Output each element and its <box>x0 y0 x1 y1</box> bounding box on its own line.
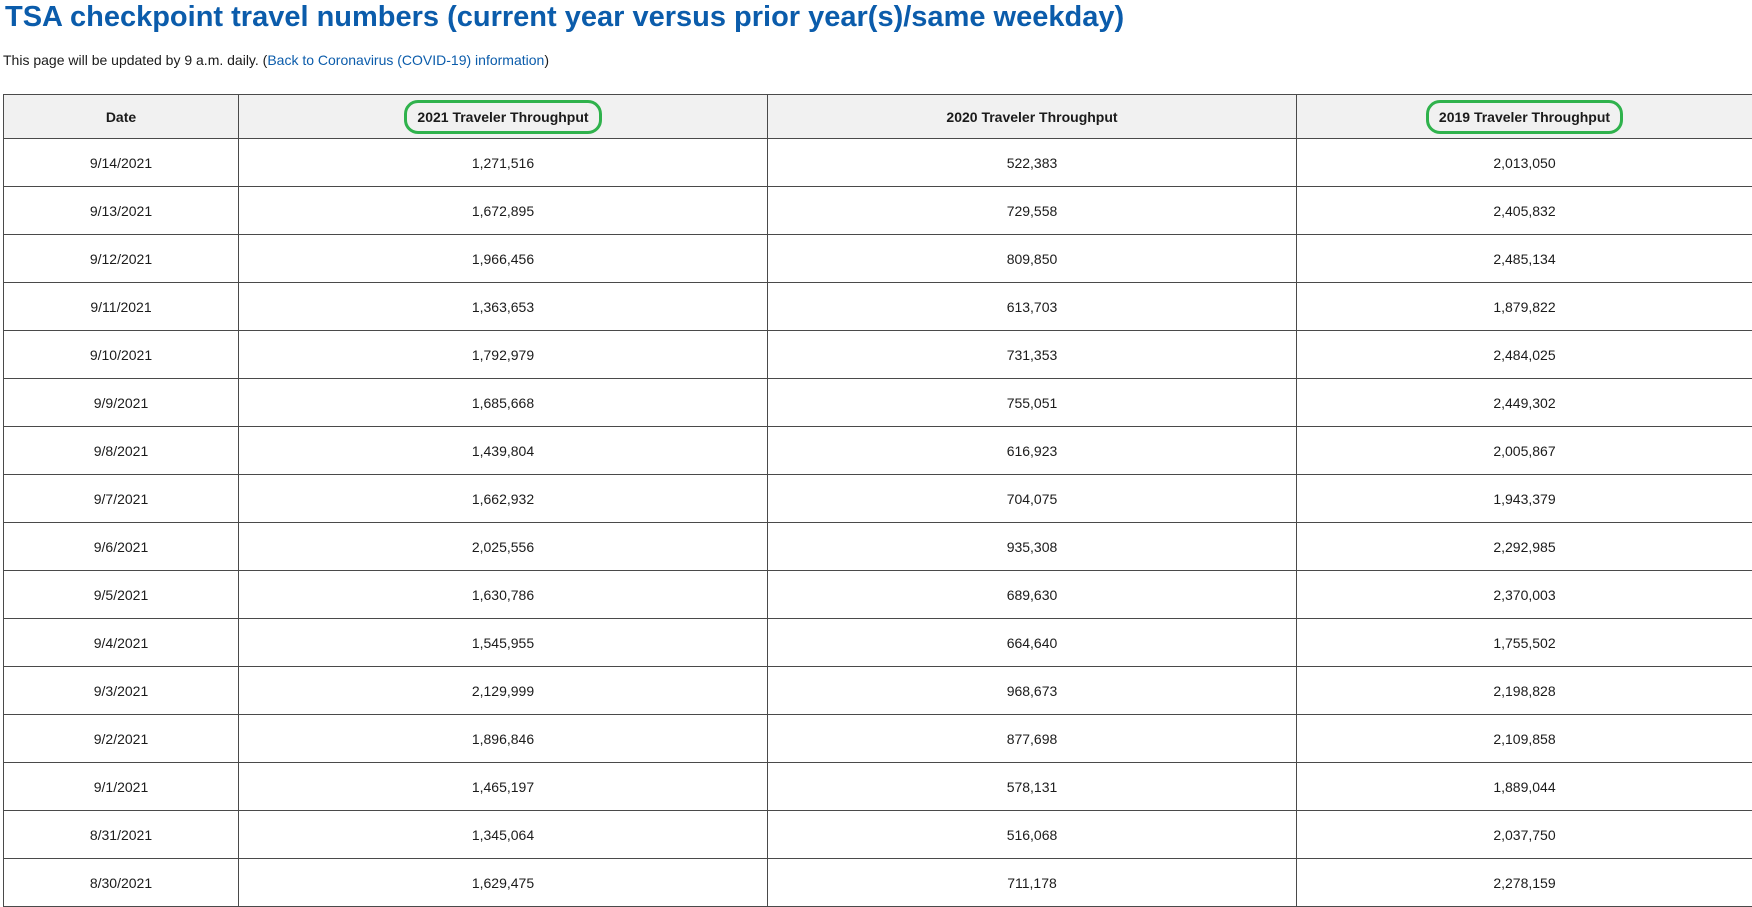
cell-2019-throughput: 1,755,502 <box>1297 619 1752 667</box>
cell-2021-throughput: 1,685,668 <box>239 379 768 427</box>
covid-info-link[interactable]: Back to Coronavirus (COVID-19) informati… <box>267 52 544 68</box>
cell-2021-throughput: 1,271,516 <box>239 139 768 187</box>
cell-2019-throughput: 2,449,302 <box>1297 379 1752 427</box>
cell-2020-throughput: 755,051 <box>768 379 1297 427</box>
cell-2019-throughput: 2,037,750 <box>1297 811 1752 859</box>
cell-date: 8/31/2021 <box>4 811 239 859</box>
cell-date: 9/1/2021 <box>4 763 239 811</box>
cell-2021-throughput: 1,545,955 <box>239 619 768 667</box>
cell-date: 9/8/2021 <box>4 427 239 475</box>
cell-date: 9/10/2021 <box>4 331 239 379</box>
header-2019-highlight: 2019 Traveler Throughput <box>1426 100 1623 134</box>
cell-2019-throughput: 1,879,822 <box>1297 283 1752 331</box>
cell-2020-throughput: 729,558 <box>768 187 1297 235</box>
throughput-table-container: Date 2021 Traveler Throughput 2020 Trave… <box>3 94 1752 907</box>
cell-2020-throughput: 935,308 <box>768 523 1297 571</box>
cell-2020-throughput: 578,131 <box>768 763 1297 811</box>
cell-2021-throughput: 1,630,786 <box>239 571 768 619</box>
cell-2021-throughput: 2,129,999 <box>239 667 768 715</box>
cell-2020-throughput: 809,850 <box>768 235 1297 283</box>
cell-2021-throughput: 1,672,895 <box>239 187 768 235</box>
header-date: Date <box>4 95 239 139</box>
cell-2019-throughput: 2,013,050 <box>1297 139 1752 187</box>
cell-2020-throughput: 616,923 <box>768 427 1297 475</box>
cell-2019-throughput: 2,370,003 <box>1297 571 1752 619</box>
header-2021-throughput: 2021 Traveler Throughput <box>239 95 768 139</box>
cell-date: 9/2/2021 <box>4 715 239 763</box>
update-notice: This page will be updated by 9 a.m. dail… <box>3 52 549 68</box>
header-date-label: Date <box>106 109 136 125</box>
cell-2019-throughput: 2,109,858 <box>1297 715 1752 763</box>
cell-2019-throughput: 1,943,379 <box>1297 475 1752 523</box>
cell-2021-throughput: 2,025,556 <box>239 523 768 571</box>
cell-2021-throughput: 1,363,653 <box>239 283 768 331</box>
cell-date: 9/6/2021 <box>4 523 239 571</box>
cell-2020-throughput: 704,075 <box>768 475 1297 523</box>
cell-date: 9/7/2021 <box>4 475 239 523</box>
cell-2020-throughput: 613,703 <box>768 283 1297 331</box>
cell-date: 9/12/2021 <box>4 235 239 283</box>
cell-2019-throughput: 1,889,044 <box>1297 763 1752 811</box>
cell-date: 9/5/2021 <box>4 571 239 619</box>
cell-date: 9/9/2021 <box>4 379 239 427</box>
cell-2020-throughput: 664,640 <box>768 619 1297 667</box>
cell-2021-throughput: 1,966,456 <box>239 235 768 283</box>
cell-2020-throughput: 516,068 <box>768 811 1297 859</box>
cell-2021-throughput: 1,629,475 <box>239 859 768 907</box>
page-title: TSA checkpoint travel numbers (current y… <box>5 0 1124 34</box>
header-2020-label: 2020 Traveler Throughput <box>946 109 1117 125</box>
cell-2021-throughput: 1,465,197 <box>239 763 768 811</box>
header-row: Date 2021 Traveler Throughput 2020 Trave… <box>4 95 1752 139</box>
cell-2020-throughput: 877,698 <box>768 715 1297 763</box>
cell-date: 9/4/2021 <box>4 619 239 667</box>
update-notice-close: ) <box>544 52 549 68</box>
cell-2021-throughput: 1,345,064 <box>239 811 768 859</box>
cell-date: 8/30/2021 <box>4 859 239 907</box>
header-2019-throughput: 2019 Traveler Throughput <box>1297 95 1752 139</box>
cell-2021-throughput: 1,896,846 <box>239 715 768 763</box>
cell-2020-throughput: 689,630 <box>768 571 1297 619</box>
cell-2019-throughput: 2,292,985 <box>1297 523 1752 571</box>
update-notice-text: This page will be updated by 9 a.m. dail… <box>3 52 267 68</box>
cell-2020-throughput: 731,353 <box>768 331 1297 379</box>
cell-2021-throughput: 1,792,979 <box>239 331 768 379</box>
cell-2019-throughput: 2,485,134 <box>1297 235 1752 283</box>
cell-2020-throughput: 522,383 <box>768 139 1297 187</box>
cell-2021-throughput: 1,662,932 <box>239 475 768 523</box>
cell-2019-throughput: 2,484,025 <box>1297 331 1752 379</box>
cell-date: 9/3/2021 <box>4 667 239 715</box>
cell-2019-throughput: 2,005,867 <box>1297 427 1752 475</box>
cell-date: 9/14/2021 <box>4 139 239 187</box>
cell-2020-throughput: 968,673 <box>768 667 1297 715</box>
cell-date: 9/11/2021 <box>4 283 239 331</box>
cell-2019-throughput: 2,278,159 <box>1297 859 1752 907</box>
throughput-table: Date 2021 Traveler Throughput 2020 Trave… <box>3 94 1752 907</box>
cell-2020-throughput: 711,178 <box>768 859 1297 907</box>
cell-2019-throughput: 2,198,828 <box>1297 667 1752 715</box>
header-2021-highlight: 2021 Traveler Throughput <box>404 100 601 134</box>
header-2020-throughput: 2020 Traveler Throughput <box>768 95 1297 139</box>
cell-2019-throughput: 2,405,832 <box>1297 187 1752 235</box>
cell-date: 9/13/2021 <box>4 187 239 235</box>
cell-2021-throughput: 1,439,804 <box>239 427 768 475</box>
